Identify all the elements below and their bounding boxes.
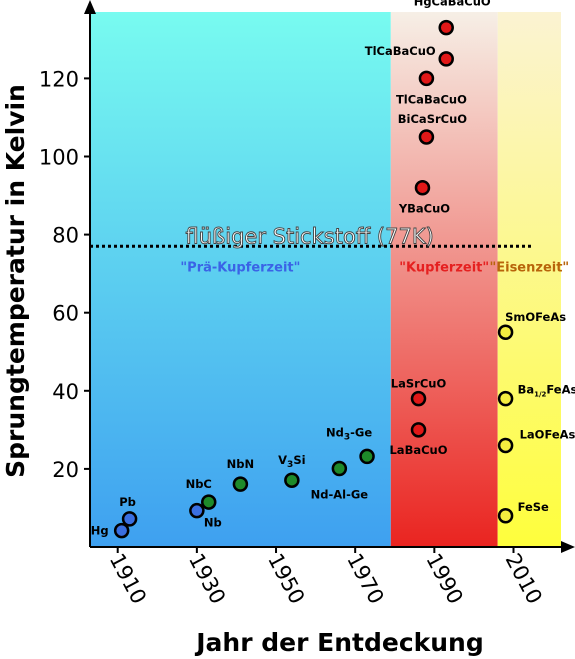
data-label: LaOFeAs: [520, 427, 575, 441]
data-label: HgCaBaCuO: [414, 0, 491, 9]
data-label: LaBaCuO: [389, 443, 447, 457]
era-regions: "Prä-Kupferzeit" "Kupferzeit" "Eisenzeit": [90, 12, 569, 547]
y-tick-label: 40: [52, 380, 79, 404]
data-label: LaSrCuO: [391, 377, 447, 391]
data-label: Nd3-Ge: [326, 425, 372, 442]
x-tick-label: 1910: [105, 549, 151, 607]
data-label: Nb: [204, 516, 222, 530]
data-label: SmOFeAs: [505, 310, 566, 324]
data-label: Nd-Al-Ge: [311, 488, 369, 502]
data-point: [410, 422, 427, 438]
data-point: [418, 70, 435, 87]
data-point: [438, 19, 454, 36]
region-0: [90, 12, 391, 547]
axes: [84, 0, 575, 553]
data-point: [113, 522, 130, 539]
data-label: TlCaBaCuO: [396, 92, 467, 106]
y-tick-label: 80: [52, 224, 79, 248]
y-tick-label: 100: [39, 145, 79, 169]
data-point: [359, 448, 375, 465]
data-point: [497, 390, 514, 407]
data-point: [232, 476, 249, 492]
region-label: "Prä-Kupferzeit": [180, 261, 300, 276]
data-point: [331, 460, 348, 477]
data-points: Hg Pb Nb NbC NbN V3Si Nd-Al-Ge Nd3-Ge LaBaCuO LaS…: [91, 0, 575, 539]
reference-line-group: flüßiger Stickstoff (77K): [90, 224, 534, 249]
data-label: Hg: [91, 524, 109, 538]
data-label: Ba1/2FeAs: [518, 383, 575, 399]
data-point: [418, 129, 435, 145]
data-point: [189, 502, 205, 519]
x-tick-label: 1950: [263, 549, 309, 607]
x-tick-label: 1970: [342, 549, 388, 607]
data-label: Pb: [119, 495, 136, 509]
region-2: [497, 12, 561, 547]
ticks: 20 40 60 80 100 120 1910 1930 1950 1970 1990 2010: [39, 67, 547, 608]
y-tick-label: 60: [52, 302, 79, 326]
data-point: [121, 511, 138, 527]
data-point: [497, 324, 514, 340]
data-label: NbN: [227, 457, 254, 471]
y-axis-arrow: [84, 0, 96, 14]
y-tick-label: 20: [52, 458, 79, 482]
region-label: "Eisenzeit": [489, 261, 569, 276]
data-label: NbC: [186, 477, 212, 491]
data-point: [438, 51, 454, 67]
data-label: YBaCuO: [398, 202, 450, 216]
x-tick-label: 1990: [421, 549, 467, 607]
x-tick-label: 1930: [184, 549, 230, 607]
reference-line-label: flüßiger Stickstoff (77K): [186, 224, 434, 248]
data-point: [497, 508, 514, 524]
y-tick-label: 120: [39, 67, 79, 91]
data-point: [284, 472, 300, 488]
data-point: [200, 494, 217, 510]
x-axis-arrow: [561, 541, 575, 553]
data-point: [410, 390, 427, 407]
region-label: "Kupferzeit": [399, 261, 489, 276]
x-tick-label: 2010: [501, 549, 547, 607]
y-axis-label: Sprungtemperatur in Kelvin: [1, 84, 30, 478]
data-label: TlCaBaCuO: [365, 44, 436, 58]
data-point: [414, 179, 431, 196]
data-label: V3Si: [278, 453, 305, 470]
region-1: [390, 12, 498, 547]
data-label: BiCaSrCuO: [398, 112, 467, 126]
x-axis-label: Jahr der Entdeckung: [194, 628, 484, 657]
data-label: FeSe: [518, 500, 549, 514]
data-point: [497, 437, 514, 454]
